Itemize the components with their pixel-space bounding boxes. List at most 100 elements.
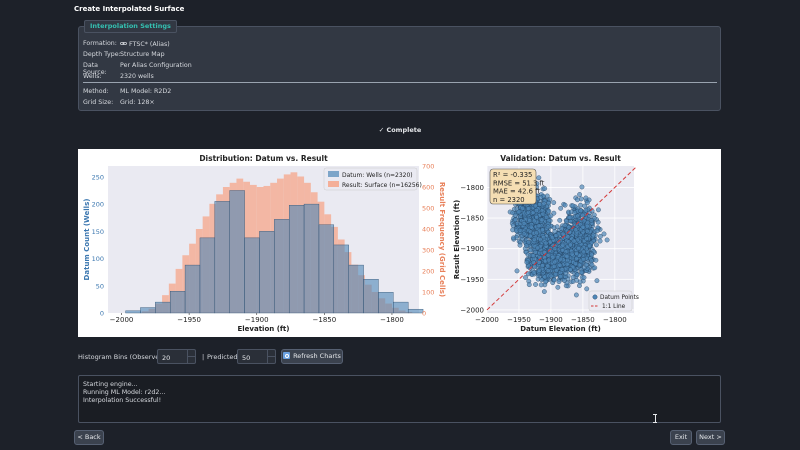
back-button[interactable]: < Back <box>74 430 104 445</box>
predicted-spin-arrows[interactable] <box>267 350 275 363</box>
predicted-value: 50 <box>242 353 251 362</box>
log-output[interactable]: Starting engine... Running ML Model: r2d… <box>78 375 721 423</box>
refresh-charts-button[interactable]: Refresh Charts <box>281 349 343 364</box>
link-icon <box>120 42 127 45</box>
datum-bar <box>244 237 260 314</box>
legend-datum-label: Datum: Wells (n=2320) <box>342 172 413 179</box>
scatter-point <box>576 262 582 268</box>
legend-result-swatch <box>328 181 339 187</box>
histogram-y-tick-label: 0 <box>100 310 104 318</box>
scatter-point <box>553 268 559 273</box>
scatter-x-label: Datum Elevation (ft) <box>520 325 601 333</box>
formation-label: Formation: <box>83 40 117 47</box>
scatter-point <box>545 263 551 269</box>
histogram-x-tick-label: −1950 <box>177 316 201 324</box>
scatter-point <box>557 217 563 223</box>
scatter-point <box>533 282 538 287</box>
datum-bar <box>140 307 156 314</box>
scatter-point <box>541 201 547 207</box>
scatter-point <box>595 219 601 225</box>
bins-spin-arrows[interactable] <box>187 350 195 363</box>
legend-datum-swatch <box>328 171 339 177</box>
scatter-point <box>556 279 562 285</box>
scatter-points <box>507 175 610 298</box>
scatter-point <box>577 192 582 197</box>
scatter-y-tick-label: −1900 <box>460 245 484 253</box>
scatter-point <box>558 273 563 279</box>
scatter-point <box>574 251 579 257</box>
scatter-point <box>528 247 534 253</box>
scatter-x-tick-label: −1850 <box>571 316 595 324</box>
scatter-point <box>530 210 536 215</box>
scatter-y-label: Result Elevation (ft) <box>453 200 461 279</box>
scatter-point <box>587 243 593 249</box>
scatter-point <box>562 278 567 283</box>
datum-bar <box>199 237 216 314</box>
scatter-point <box>517 242 523 248</box>
scatter-point <box>597 238 603 244</box>
datum-bar <box>318 224 335 314</box>
scatter-point <box>579 184 585 190</box>
histogram-y2-tick-label: 300 <box>422 247 434 255</box>
scatter-point <box>525 271 531 277</box>
datum-bar <box>407 308 424 314</box>
wells-value: 2320 wells <box>120 73 154 80</box>
scatter-point <box>550 254 556 260</box>
scatter-legend <box>588 290 633 312</box>
scatter-point <box>536 175 542 181</box>
histogram-y2-tick-label: 700 <box>422 163 434 171</box>
scatter-point <box>583 195 589 201</box>
data-source-label: Data Source: <box>83 62 107 76</box>
scatter-point <box>547 197 553 202</box>
scatter-point <box>531 237 537 243</box>
scatter-point <box>510 223 516 229</box>
scatter-point <box>584 228 590 234</box>
scatter-point <box>534 215 540 220</box>
scatter-point <box>545 224 551 230</box>
histogram-y-label: Datum Count (Wells) <box>83 199 91 281</box>
scatter-point <box>552 259 558 265</box>
settings-divider <box>83 82 717 83</box>
method-value: ML Model: R2D2 <box>120 88 172 95</box>
datum-bar <box>363 279 379 314</box>
scatter-point <box>531 218 537 224</box>
scatter-point <box>559 267 565 272</box>
scatter-point <box>543 240 549 246</box>
stats-line: MAE = 42.6 ft <box>493 188 540 196</box>
scatter-point <box>555 284 561 290</box>
scatter-point <box>563 270 569 276</box>
scatter-point <box>575 197 580 203</box>
histogram-y-tick-label: 150 <box>92 228 104 236</box>
scatter-point <box>570 203 576 209</box>
exit-button[interactable]: Exit <box>670 430 692 445</box>
predicted-spinbox[interactable]: 50 <box>237 349 276 364</box>
scatter-point <box>536 223 542 229</box>
histogram-y-tick-label: 100 <box>92 255 104 263</box>
next-button[interactable]: Next > <box>696 430 725 445</box>
data-source-value: Per Alias Configuration <box>120 62 192 69</box>
legend-result-label: Result: Surface (n=16256) <box>342 182 422 189</box>
scatter-point <box>594 242 599 248</box>
scatter-point <box>594 228 600 234</box>
scatter-point <box>578 196 584 202</box>
scatter-point <box>557 262 563 268</box>
scatter-point <box>564 253 570 259</box>
legend-points-label: Datum Points <box>600 295 639 301</box>
scatter-point <box>551 210 557 216</box>
scatter-point <box>562 223 568 228</box>
histogram-title: Distribution: Datum vs. Result <box>199 154 328 163</box>
chart-panel: −2000 −1950 −1900 −1850 −1800 0 50 100 150 200 250… <box>78 149 721 337</box>
legend-points-marker <box>592 294 598 300</box>
scatter-point <box>580 212 586 218</box>
scatter-point <box>542 186 548 191</box>
datum-bar <box>169 291 186 314</box>
histogram-y-tick-label: 50 <box>96 282 104 290</box>
scatter-point <box>517 228 523 233</box>
datum-bar <box>259 231 275 314</box>
scatter-point <box>531 270 537 275</box>
scatter-point <box>580 224 586 230</box>
scatter-point <box>521 231 527 237</box>
bins-spinbox[interactable]: 20 <box>157 349 196 364</box>
log-line: Interpolation Successful! <box>83 397 162 404</box>
scatter-point <box>538 282 544 288</box>
